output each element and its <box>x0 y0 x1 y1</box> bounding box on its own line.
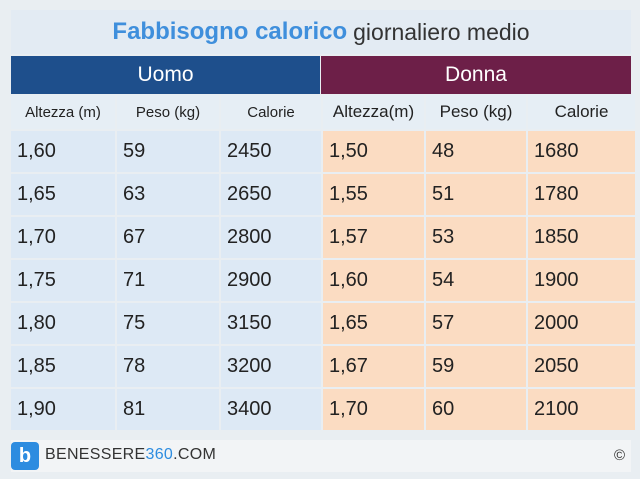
cell-donna-altezza: 1,65 <box>323 303 424 344</box>
table-row: 1,75 71 2900 1,60 54 1900 <box>11 260 635 301</box>
cell-uomo-peso: 63 <box>117 174 219 215</box>
cell-uomo-calorie: 3400 <box>221 389 321 430</box>
col-header-donna-altezza: Altezza(m) <box>323 95 424 129</box>
cell-uomo-calorie: 2450 <box>221 131 321 172</box>
cell-uomo-altezza: 1,70 <box>11 217 115 258</box>
calorie-table: Altezza (m) Peso (kg) Calorie Altezza(m)… <box>9 93 637 432</box>
cell-donna-calorie: 2000 <box>528 303 635 344</box>
title-rest: giornaliero medio <box>353 18 530 45</box>
cell-uomo-peso: 75 <box>117 303 219 344</box>
footer: b BENESSERE360.COM © <box>11 440 631 472</box>
cell-uomo-altezza: 1,90 <box>11 389 115 430</box>
table-row: 1,85 78 3200 1,67 59 2050 <box>11 346 635 387</box>
cell-uomo-calorie: 3150 <box>221 303 321 344</box>
cell-donna-calorie: 1680 <box>528 131 635 172</box>
cell-donna-altezza: 1,70 <box>323 389 424 430</box>
cell-donna-peso: 59 <box>426 346 526 387</box>
table-row: 1,60 59 2450 1,50 48 1680 <box>11 131 635 172</box>
col-header-donna-peso: Peso (kg) <box>426 95 526 129</box>
cell-donna-altezza: 1,57 <box>323 217 424 258</box>
group-header-donna: Donna <box>321 56 631 94</box>
cell-donna-calorie: 1900 <box>528 260 635 301</box>
cell-uomo-peso: 71 <box>117 260 219 301</box>
col-header-donna-calorie: Calorie <box>528 95 635 129</box>
cell-uomo-altezza: 1,80 <box>11 303 115 344</box>
brand-logo-icon: b <box>11 442 39 470</box>
cell-uomo-altezza: 1,85 <box>11 346 115 387</box>
cell-uomo-peso: 78 <box>117 346 219 387</box>
cell-donna-calorie: 2050 <box>528 346 635 387</box>
cell-donna-peso: 53 <box>426 217 526 258</box>
table-row: 1,70 67 2800 1,57 53 1850 <box>11 217 635 258</box>
cell-uomo-peso: 67 <box>117 217 219 258</box>
brand-name: BENESSERE360.COM <box>45 446 216 464</box>
cell-donna-peso: 51 <box>426 174 526 215</box>
cell-uomo-peso: 81 <box>117 389 219 430</box>
cell-donna-altezza: 1,60 <box>323 260 424 301</box>
cell-donna-calorie: 1850 <box>528 217 635 258</box>
brand-prefix: BENESSERE <box>45 446 146 463</box>
cell-uomo-altezza: 1,65 <box>11 174 115 215</box>
cell-donna-altezza: 1,55 <box>323 174 424 215</box>
brand-number: 360 <box>145 446 174 463</box>
table-row: 1,65 63 2650 1,55 51 1780 <box>11 174 635 215</box>
column-header-row: Altezza (m) Peso (kg) Calorie Altezza(m)… <box>11 95 635 129</box>
cell-donna-calorie: 2100 <box>528 389 635 430</box>
title-bold: Fabbisogno calorico <box>112 18 348 45</box>
cell-donna-altezza: 1,67 <box>323 346 424 387</box>
cell-donna-peso: 54 <box>426 260 526 301</box>
cell-donna-calorie: 1780 <box>528 174 635 215</box>
cell-donna-altezza: 1,50 <box>323 131 424 172</box>
cell-donna-peso: 60 <box>426 389 526 430</box>
col-header-uomo-calorie: Calorie <box>221 95 321 129</box>
cell-uomo-calorie: 2900 <box>221 260 321 301</box>
cell-donna-peso: 48 <box>426 131 526 172</box>
cell-donna-peso: 57 <box>426 303 526 344</box>
table-row: 1,80 75 3150 1,65 57 2000 <box>11 303 635 344</box>
cell-uomo-altezza: 1,75 <box>11 260 115 301</box>
group-header-uomo: Uomo <box>11 56 320 94</box>
table-title: Fabbisogno calorico giornaliero medio <box>11 10 631 54</box>
brand-suffix: .COM <box>173 446 217 463</box>
cell-uomo-calorie: 3200 <box>221 346 321 387</box>
col-header-uomo-peso: Peso (kg) <box>117 95 219 129</box>
col-header-uomo-altezza: Altezza (m) <box>11 95 115 129</box>
cell-uomo-peso: 59 <box>117 131 219 172</box>
cell-uomo-calorie: 2650 <box>221 174 321 215</box>
cell-uomo-altezza: 1,60 <box>11 131 115 172</box>
cell-uomo-calorie: 2800 <box>221 217 321 258</box>
table-row: 1,90 81 3400 1,70 60 2100 <box>11 389 635 430</box>
copyright-symbol: © <box>613 447 625 464</box>
